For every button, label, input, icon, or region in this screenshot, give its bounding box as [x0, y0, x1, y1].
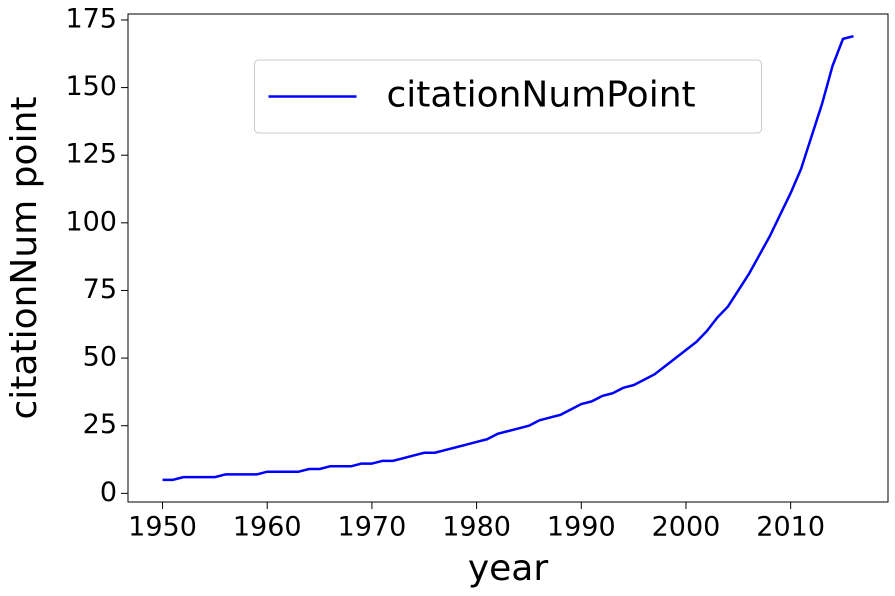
y-tick-label: 175 — [65, 3, 117, 34]
x-tick-label: 1980 — [442, 512, 511, 543]
legend-box — [254, 59, 762, 134]
y-tick-label: 0 — [100, 477, 117, 508]
x-tick-label: 1970 — [338, 512, 407, 543]
plot-frame — [127, 13, 889, 503]
x-tick-label: 1960 — [233, 512, 302, 543]
legend-text: citationNumPoint — [387, 75, 696, 116]
y-axis-label: citationNum point — [4, 97, 45, 420]
y-tick-label: 150 — [65, 71, 117, 102]
y-tick-label: 125 — [65, 139, 117, 170]
y-tick-label: 75 — [83, 274, 117, 305]
y-tick-label: 100 — [65, 206, 117, 237]
line-series — [162, 34, 854, 482]
x-tick-label: 2000 — [652, 512, 721, 543]
y-tick-label: 50 — [83, 342, 117, 373]
y-tick-label: 25 — [83, 409, 117, 440]
x-axis-label: year — [468, 548, 549, 589]
x-tick-label: 2010 — [756, 512, 825, 543]
x-tick-label: 1990 — [547, 512, 616, 543]
x-tick-label: 1950 — [128, 512, 197, 543]
